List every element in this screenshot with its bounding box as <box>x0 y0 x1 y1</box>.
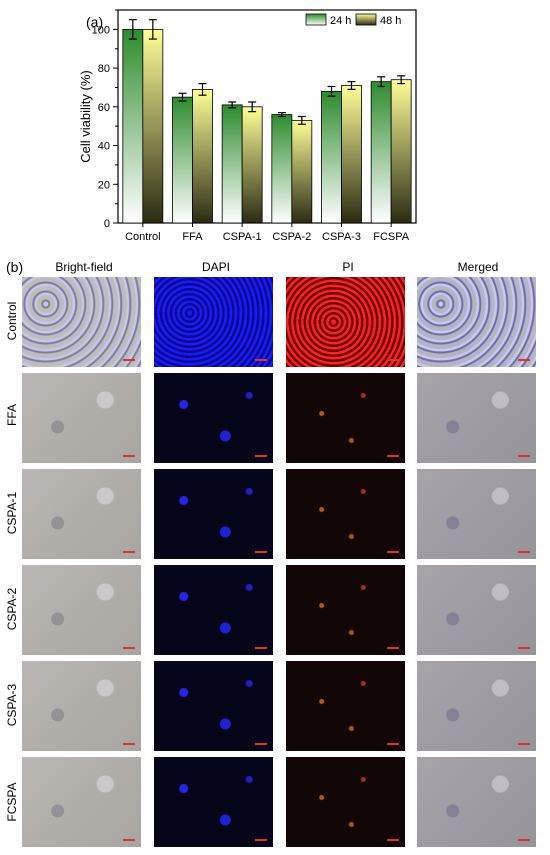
bar-48h-CSPA-2 <box>291 119 313 224</box>
scale-bar <box>387 743 399 745</box>
scale-bar <box>518 455 530 457</box>
col-header-merged: Merged <box>457 260 499 274</box>
image-cspa-2-pi <box>286 565 405 655</box>
image-fcspa-pi <box>286 757 405 847</box>
y-tick-label: 80 <box>98 63 110 75</box>
scale-bar <box>387 551 399 553</box>
scale-bar <box>123 455 135 457</box>
bar-24h-CSPA-2 <box>271 114 293 224</box>
x-tick-label: CSPA-2 <box>272 231 311 243</box>
image-cspa-1-dapi <box>154 469 273 559</box>
image-control-pi <box>286 277 405 367</box>
scale-bar <box>387 359 399 361</box>
scale-bar <box>387 839 399 841</box>
scale-bar <box>255 359 267 361</box>
scale-bar <box>518 839 530 841</box>
image-cspa-3-merged <box>417 661 536 751</box>
row-label-control: Control <box>5 301 19 341</box>
panel-a-label: (a) <box>86 14 104 30</box>
scale-bar <box>387 455 399 457</box>
row-label-cspa-1: CSPA-1 <box>5 491 19 535</box>
panel-b-label: (b) <box>6 259 24 275</box>
image-ffa-bright-field <box>22 373 141 463</box>
image-cspa-3-dapi <box>154 661 273 751</box>
image-cspa-3-pi <box>286 661 405 751</box>
bar-48h-FFA <box>192 88 213 224</box>
image-cspa-1-pi <box>286 469 405 559</box>
y-tick-label: 100 <box>92 24 110 36</box>
image-cspa-1-bright-field <box>22 469 141 559</box>
plot-frame <box>117 9 417 224</box>
scale-bar <box>123 359 135 361</box>
y-tick-label: 40 <box>98 141 110 153</box>
image-ffa-merged <box>417 373 536 463</box>
legend-label-24h: 24 h <box>330 15 351 27</box>
row-label-cspa-3: CSPA-3 <box>5 683 19 727</box>
bar-24h-CSPA-1 <box>221 104 243 224</box>
legend-swatch-24h <box>305 13 327 26</box>
scale-bar <box>255 839 267 841</box>
row-label-fcspa: FCSPA <box>5 782 19 822</box>
scale-bar <box>255 743 267 745</box>
x-tick-label: CSPA-1 <box>223 231 262 243</box>
scale-bar <box>123 551 135 553</box>
col-header-pi: PI <box>342 260 354 274</box>
bar-chart: 0 20 40 60 80 100 Cell viability (%) Control FFA… <box>78 9 417 243</box>
x-tick-label: FFA <box>182 231 203 243</box>
scale-bar <box>123 839 135 841</box>
legend-swatch-48h <box>355 13 377 26</box>
scale-bar <box>255 551 267 553</box>
scale-bar <box>123 743 135 745</box>
image-fcspa-bright-field <box>22 757 141 847</box>
bar-24h-FFA <box>172 96 193 224</box>
x-tick-label: FCSPA <box>373 231 410 243</box>
bar-24h-Control <box>122 28 144 224</box>
image-ffa-dapi <box>154 373 273 463</box>
y-tick-label: 60 <box>98 102 110 114</box>
image-cspa-2-bright-field <box>22 565 141 655</box>
scale-bar <box>255 455 267 457</box>
bar-48h-CSPA-1 <box>241 106 263 224</box>
x-tick-label: CSPA-3 <box>322 231 361 243</box>
image-cspa-2-merged <box>417 565 536 655</box>
bar-48h-CSPA-3 <box>341 85 362 224</box>
scale-bar <box>387 647 399 649</box>
scale-bar <box>518 359 530 361</box>
scale-bar <box>518 743 530 745</box>
image-control-bright-field <box>22 277 141 367</box>
image-fcspa-dapi <box>154 757 273 847</box>
image-cspa-2-dapi <box>154 565 273 655</box>
scale-bar <box>518 647 530 649</box>
scale-bar <box>123 647 135 649</box>
image-fcspa-merged <box>417 757 536 847</box>
row-label-ffa: FFA <box>5 404 19 427</box>
image-cspa-1-merged <box>417 469 536 559</box>
y-tick-label: 20 <box>98 179 110 191</box>
bar-24h-CSPA-3 <box>321 90 342 224</box>
row-label-cspa-2: CSPA-2 <box>5 587 19 631</box>
y-axis-label: Cell viability (%) <box>78 70 93 162</box>
image-ffa-pi <box>286 373 405 463</box>
bar-48h-Control <box>142 28 164 224</box>
legend-label-48h: 48 h <box>380 15 401 27</box>
scale-bar <box>518 551 530 553</box>
image-control-dapi <box>154 277 273 367</box>
x-tick-label: Control <box>125 231 160 243</box>
col-header-bright-field: Bright-field <box>55 260 113 274</box>
image-control-merged <box>417 277 536 367</box>
bar-48h-FCSPA <box>390 79 412 224</box>
image-cspa-3-bright-field <box>22 661 141 751</box>
col-header-dapi: DAPI <box>201 260 230 274</box>
scale-bar <box>255 647 267 649</box>
y-tick-label: 0 <box>104 218 110 230</box>
bar-24h-FCSPA <box>370 81 392 224</box>
